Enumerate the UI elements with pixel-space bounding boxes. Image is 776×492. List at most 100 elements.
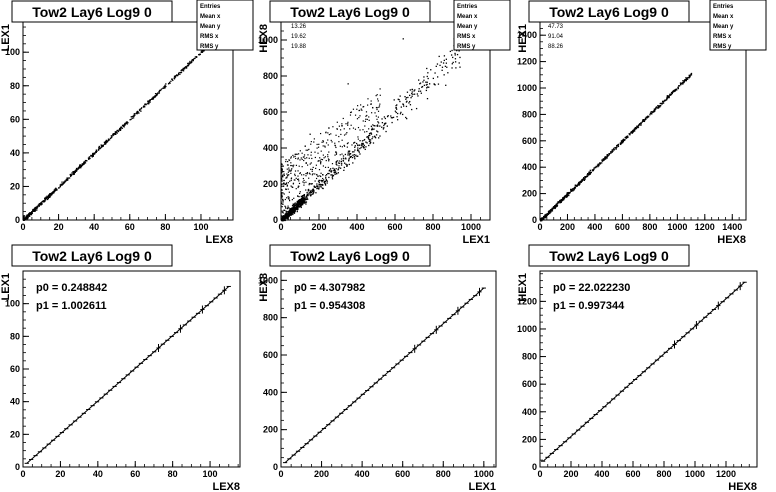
- data-point: [314, 186, 317, 188]
- data-point: [290, 208, 292, 210]
- y-axis-label: HEX8: [258, 24, 270, 53]
- data-point: [78, 166, 80, 168]
- data-point: [174, 75, 177, 77]
- y-tick-label: 200: [263, 179, 278, 189]
- data-point: [355, 142, 358, 145]
- data-point: [305, 172, 307, 175]
- y-tick-label: 40: [10, 148, 20, 158]
- data-point: [299, 199, 302, 201]
- data-point: [356, 155, 358, 157]
- data-point: [358, 150, 360, 152]
- data-point: [119, 128, 121, 130]
- data-point: [597, 165, 599, 168]
- data-point: [133, 115, 135, 118]
- data-point: [357, 149, 359, 151]
- data-point: [365, 146, 367, 148]
- data-point: [319, 175, 321, 177]
- data-point: [309, 173, 311, 175]
- data-point: [71, 172, 73, 174]
- data-point: [297, 157, 299, 159]
- data-point: [367, 137, 370, 139]
- data-point: [283, 173, 285, 175]
- data-point: [113, 134, 115, 136]
- data-point: [202, 50, 204, 53]
- data-point: [670, 91, 673, 94]
- data-point: [562, 198, 564, 200]
- data-point: [548, 210, 550, 212]
- data-point: [555, 203, 557, 205]
- data-point: [300, 206, 302, 209]
- data-point: [622, 140, 624, 142]
- data-point: [355, 154, 357, 156]
- data-point: [87, 157, 90, 159]
- data-point: [370, 103, 372, 105]
- data-point: [30, 212, 32, 215]
- data-point: [659, 106, 661, 108]
- data-point: [308, 148, 310, 151]
- data-point: [358, 144, 361, 146]
- data-point: [313, 189, 315, 191]
- data-point: [611, 149, 613, 151]
- data-point: [295, 177, 297, 179]
- data-point: [285, 214, 287, 216]
- data-point: [372, 128, 374, 131]
- data-point: [588, 172, 590, 175]
- data-point: [288, 191, 290, 193]
- y-tick-label: 1000: [258, 35, 278, 45]
- data-point: [124, 123, 126, 125]
- data-point: [662, 100, 665, 102]
- data-point: [354, 158, 356, 160]
- data-point: [598, 164, 600, 166]
- data-point: [104, 142, 106, 144]
- data-point: [320, 175, 322, 178]
- data-point: [293, 210, 295, 213]
- y-tick-label: 40: [10, 397, 20, 407]
- data-point: [444, 65, 447, 67]
- data-point: [298, 203, 301, 205]
- data-point: [60, 184, 62, 186]
- data-point: [177, 74, 180, 76]
- data-point: [322, 140, 324, 142]
- data-point: [587, 174, 590, 176]
- data-point: [443, 55, 446, 57]
- data-point: [182, 69, 184, 72]
- data-point: [594, 166, 596, 169]
- data-point: [374, 136, 376, 138]
- data-point: [670, 93, 673, 95]
- data-point: [203, 50, 205, 52]
- data-point: [46, 195, 48, 197]
- data-point: [304, 157, 306, 160]
- data-point: [369, 142, 371, 145]
- data-point: [62, 182, 65, 184]
- data-point: [55, 189, 57, 192]
- data-point: [138, 112, 140, 114]
- data-point: [376, 118, 378, 120]
- data-point: [346, 165, 348, 167]
- data-point: [434, 72, 436, 74]
- data-point: [283, 170, 285, 173]
- data-point: [571, 189, 573, 191]
- data-point: [413, 90, 415, 92]
- data-point: [152, 96, 155, 98]
- data-point: [162, 87, 164, 89]
- data-point: [312, 189, 314, 192]
- data-point: [283, 185, 285, 187]
- data-point: [560, 201, 562, 203]
- data-point: [356, 149, 359, 152]
- data-point: [372, 106, 374, 109]
- data-point: [106, 141, 109, 143]
- x-tick-label: 100: [193, 222, 208, 232]
- data-point: [171, 78, 173, 80]
- data-point: [631, 130, 633, 133]
- data-point: [286, 173, 288, 175]
- data-point: [622, 139, 625, 142]
- data-point: [674, 90, 676, 92]
- data-point: [634, 128, 636, 130]
- data-point: [313, 141, 315, 143]
- data-point: [303, 194, 305, 196]
- data-point: [291, 199, 293, 201]
- data-point: [668, 95, 670, 97]
- data-point: [90, 154, 92, 157]
- data-point: [324, 183, 327, 185]
